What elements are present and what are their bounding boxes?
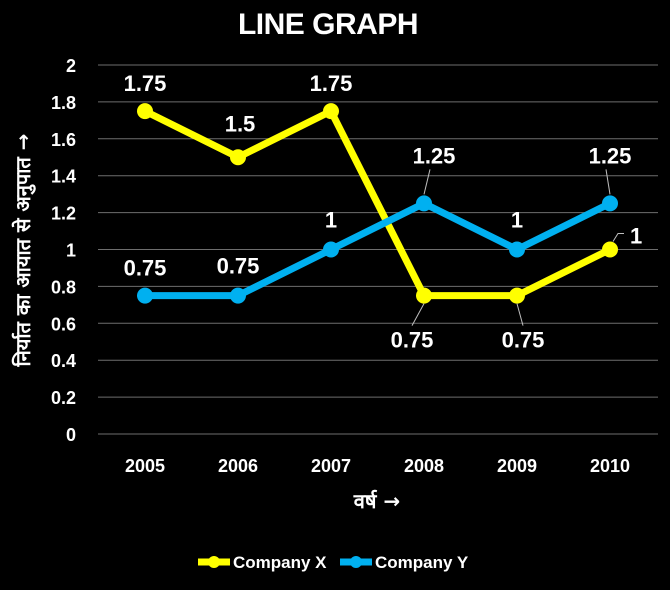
x-tick-label: 2007	[311, 456, 351, 476]
x-tick-label: 2005	[125, 456, 165, 476]
data-point	[323, 241, 339, 258]
legend-swatch-marker	[350, 556, 362, 568]
y-tick-label: 1	[66, 241, 76, 261]
y-axis-label: निर्यात का आयात से अनुपात →	[11, 133, 36, 367]
data-point	[602, 195, 618, 212]
gridlines	[98, 64, 658, 435]
chart-title: LINE GRAPH	[238, 8, 418, 41]
legend-label: Company Y	[375, 553, 469, 572]
label-leader-line	[423, 169, 431, 195]
data-point	[602, 241, 618, 258]
x-tick-label: 2008	[404, 456, 444, 476]
data-point	[509, 287, 525, 304]
data-point	[230, 149, 246, 166]
series-lines	[137, 103, 618, 304]
data-label: 0.75	[124, 256, 167, 281]
data-point	[416, 195, 432, 212]
data-label: 0.75	[391, 328, 434, 353]
data-label: 1	[325, 208, 337, 233]
y-tick-label: 0.8	[51, 277, 76, 297]
label-leader-line	[516, 303, 524, 326]
legend-label: Company X	[233, 553, 327, 572]
data-label: 1	[630, 224, 642, 249]
data-point	[323, 103, 339, 120]
label-leader-line	[605, 169, 611, 195]
y-axis-ticks: 0 0.2 0.4 0.6 0.8 1 1.2 1.4 1.6 1.8 2	[51, 56, 76, 445]
y-tick-label: 2	[66, 56, 76, 76]
data-label: 1	[511, 208, 523, 233]
data-label: 1.5	[225, 111, 256, 136]
x-tick-label: 2009	[497, 456, 537, 476]
data-label: 1.25	[413, 143, 456, 168]
label-leader-line	[612, 233, 624, 242]
data-point	[137, 103, 153, 120]
data-point	[509, 241, 525, 258]
x-tick-label: 2006	[218, 456, 258, 476]
data-label: 1.75	[310, 71, 353, 96]
legend: Company X Company Y	[198, 553, 469, 572]
x-tick-label: 2010	[590, 456, 630, 476]
data-label: 0.75	[502, 328, 545, 353]
data-label: 1.25	[589, 143, 632, 168]
data-label: 1.75	[124, 71, 167, 96]
y-tick-label: 0.2	[51, 388, 76, 408]
y-tick-label: 0.6	[51, 314, 76, 334]
data-labels: 1.75 1.5 1.75 0.75 0.75 1 0.75 0.75 1 1.25 1 1.25	[124, 71, 643, 353]
label-leader-line	[411, 303, 425, 326]
x-axis-label: वर्ष →	[353, 489, 400, 513]
data-point	[137, 287, 153, 304]
legend-item-company-x: Company X	[198, 553, 327, 572]
series-line-company-x	[143, 107, 612, 300]
data-point	[416, 287, 432, 304]
legend-swatch-marker	[208, 556, 220, 568]
x-axis-ticks: 2005 2006 2007 2008 2009 2010	[125, 456, 630, 476]
legend-item-company-y: Company Y	[340, 553, 469, 572]
y-tick-label: 1.6	[51, 130, 76, 150]
y-tick-label: 1.8	[51, 93, 76, 113]
y-tick-label: 1.4	[51, 167, 76, 187]
data-label: 0.75	[217, 254, 260, 279]
y-tick-label: 0.4	[51, 351, 76, 371]
y-tick-label: 0	[66, 425, 76, 445]
y-tick-label: 1.2	[51, 204, 76, 224]
data-point	[230, 287, 246, 304]
series-line-company-y	[145, 199, 612, 300]
